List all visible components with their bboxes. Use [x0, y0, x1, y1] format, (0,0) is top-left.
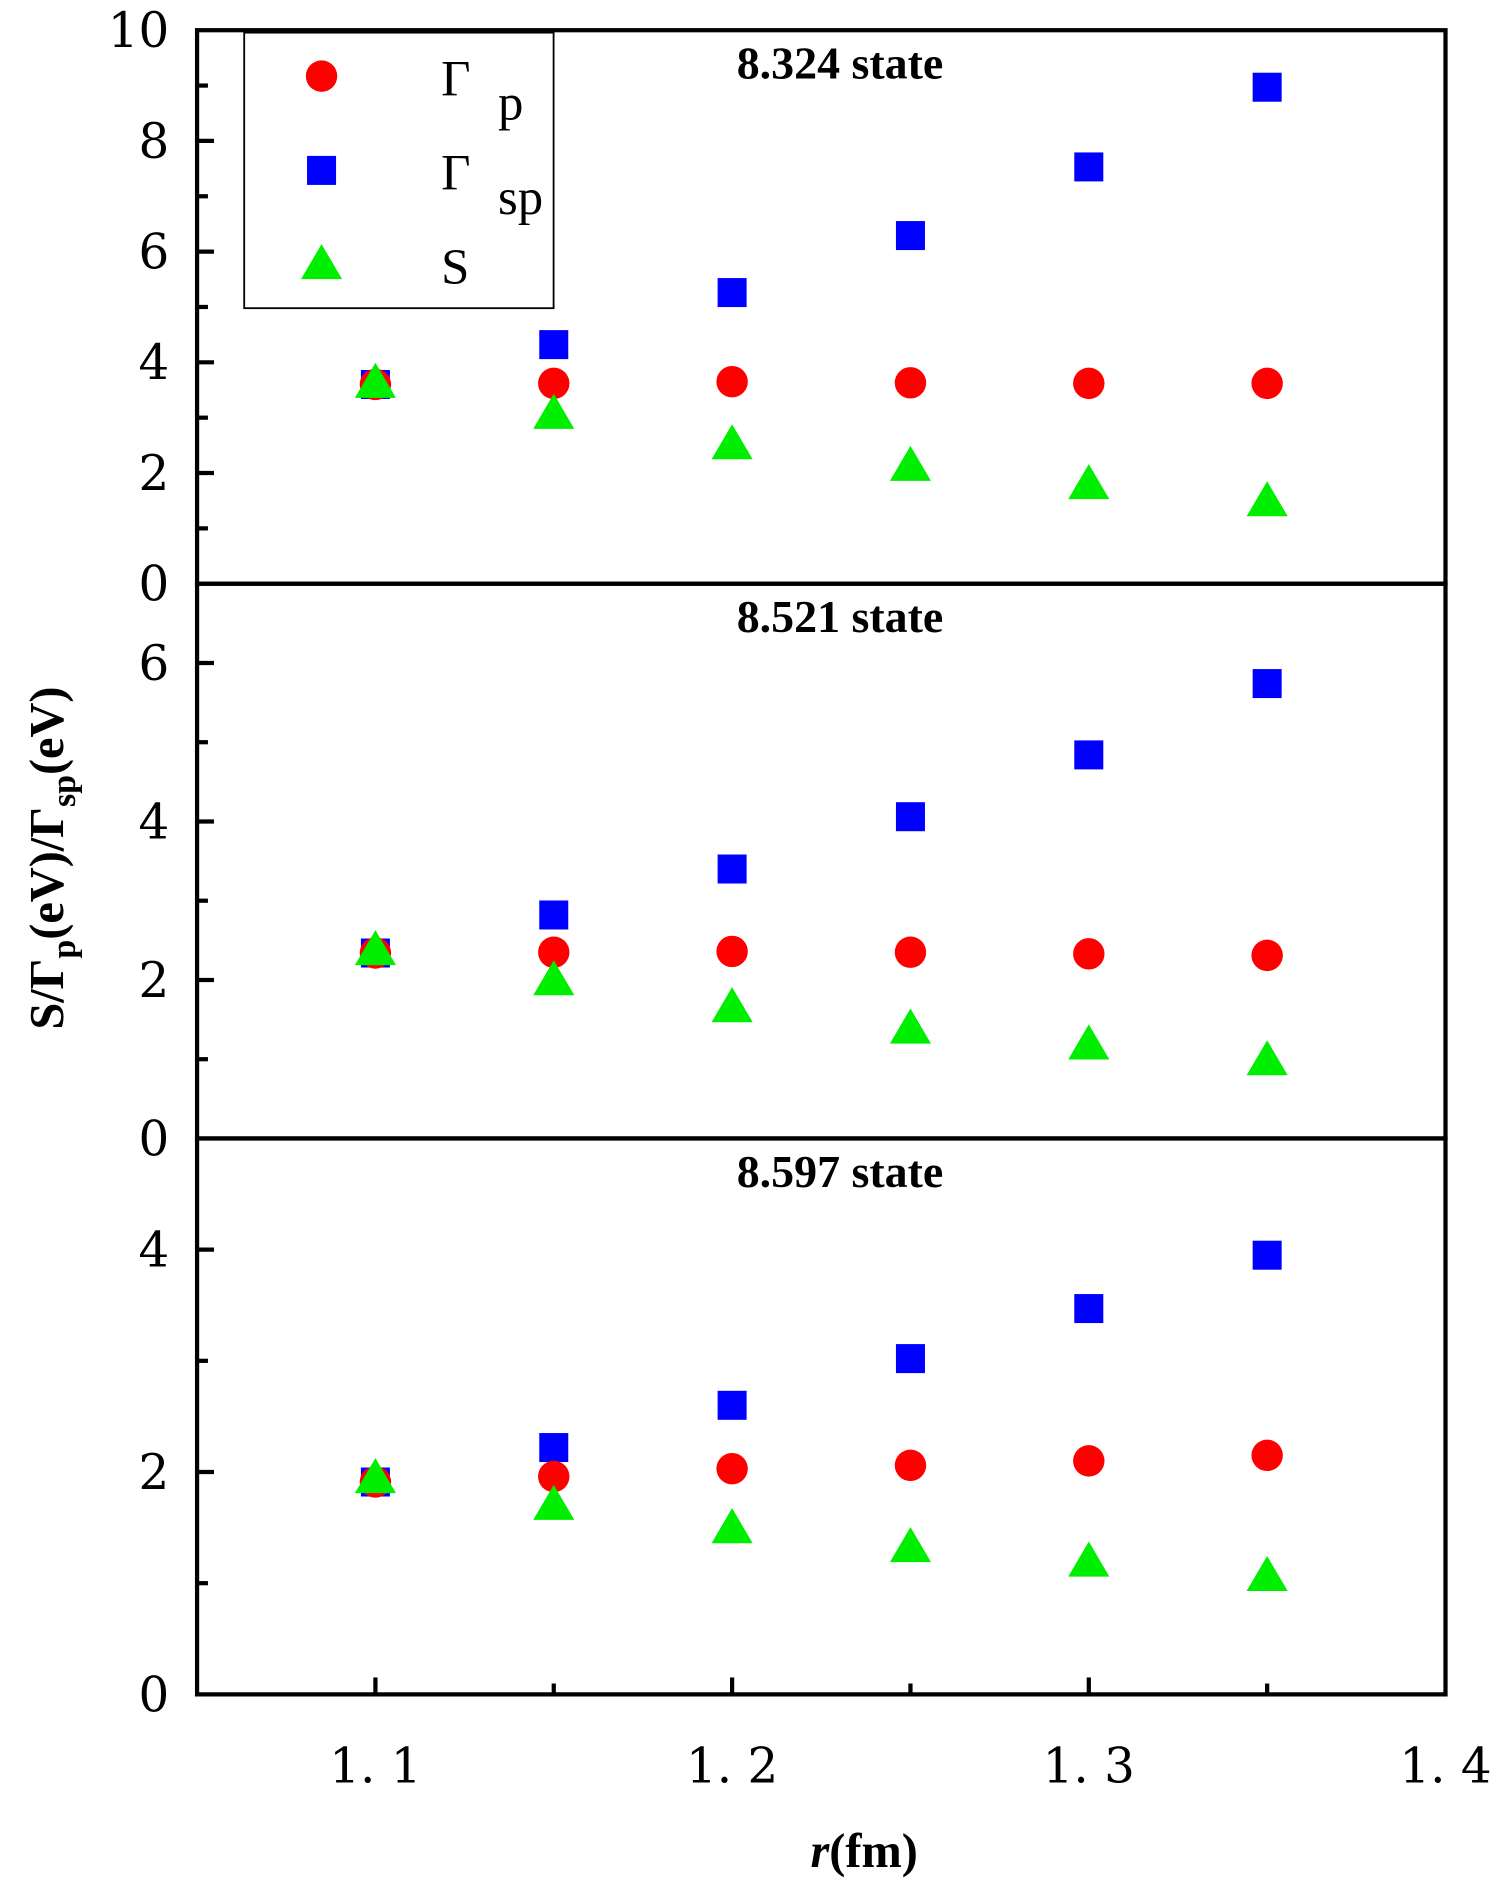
data-point-gsp — [717, 854, 747, 884]
data-point-gsp — [895, 1344, 925, 1374]
data-point-s — [1246, 481, 1288, 517]
panel-frame — [194, 581, 1448, 1141]
x-tick-label: 1. 4 — [1399, 1739, 1491, 1795]
data-point-s — [354, 930, 396, 966]
data-point-gp — [1073, 367, 1105, 400]
x-tick-label: 1. 3 — [1043, 1739, 1135, 1795]
data-point-s — [711, 1508, 753, 1544]
legend-sub-gp: p — [498, 75, 523, 131]
data-point-gsp — [1252, 72, 1282, 102]
data-point-gsp — [1252, 1240, 1282, 1270]
y-axis-label: S/Γp(eV)/Γsp(eV) — [21, 686, 83, 1029]
data-point-gp — [538, 936, 570, 968]
data-point-gsp — [1074, 152, 1104, 182]
y-tick-label: 2 — [139, 1445, 170, 1501]
data-point-gsp — [1252, 669, 1282, 699]
data-point-gsp — [1074, 740, 1104, 770]
legend-label-gp: Γ — [441, 50, 470, 106]
data-point-gsp — [717, 278, 747, 308]
legend-marker-gp — [305, 60, 338, 92]
data-point-s — [711, 987, 753, 1023]
legend-sub-gsp: sp — [498, 169, 543, 225]
data-point-s — [889, 445, 932, 481]
data-point-gp — [894, 936, 927, 968]
data-point-s — [889, 1008, 932, 1044]
data-point-gsp — [717, 1390, 747, 1420]
data-point-s — [533, 960, 575, 996]
data-point-gp — [894, 1449, 927, 1482]
data-point-s — [354, 1458, 396, 1494]
data-point-s — [533, 393, 575, 429]
data-point-gp — [1073, 938, 1105, 970]
data-point-gp — [716, 1452, 748, 1485]
y-tick-label: 2 — [139, 953, 170, 1009]
data-point-gp — [538, 1460, 570, 1493]
panel-frame — [194, 1136, 1448, 1697]
data-point-s — [1068, 464, 1110, 500]
data-point-gp — [894, 367, 927, 399]
data-point-s — [354, 362, 396, 398]
data-point-s — [1246, 1040, 1288, 1076]
y-tick-label: 4 — [139, 1223, 170, 1279]
legend-marker-s — [301, 244, 343, 280]
data-point-gp — [538, 367, 570, 400]
data-point-gp — [716, 935, 748, 968]
panel-title: 8.597 state — [737, 1146, 944, 1197]
data-point-s — [889, 1527, 932, 1563]
data-point-s — [1068, 1024, 1110, 1060]
data-point-gsp — [539, 330, 569, 360]
data-point-s — [1246, 1555, 1288, 1592]
data-point-gsp — [1074, 1294, 1104, 1324]
data-point-gp — [1073, 1445, 1105, 1477]
y-tick-label: 4 — [139, 335, 170, 391]
legend-box — [243, 31, 555, 310]
y-tick-label: 2 — [139, 446, 170, 502]
data-point-gsp — [895, 221, 925, 251]
legend-marker-gsp — [307, 155, 337, 185]
x-tick-label: 1. 2 — [686, 1739, 778, 1795]
data-point-gp — [716, 365, 748, 398]
panel-title: 8.521 state — [737, 591, 944, 642]
x-axis-label: r(fm) — [811, 1825, 918, 1878]
data-point-gp — [1251, 1439, 1283, 1472]
data-point-gsp — [539, 900, 569, 930]
data-point-gp — [1251, 367, 1283, 400]
y-tick-label: 6 — [139, 225, 170, 281]
legend-label-gsp: Γ — [441, 145, 470, 201]
y-tick-label: 4 — [139, 794, 170, 850]
data-point-gsp — [539, 1433, 569, 1463]
data-point-gsp — [895, 802, 925, 832]
legend-label-s: S — [441, 239, 469, 295]
x-tick-label: 1. 1 — [329, 1739, 421, 1795]
y-tick-label: 0 — [139, 557, 170, 613]
y-tick-label: 6 — [139, 636, 170, 692]
data-point-s — [711, 424, 753, 460]
data-point-gp — [1251, 939, 1283, 972]
y-tick-label: 10 — [108, 3, 170, 59]
y-tick-label: 8 — [139, 114, 170, 170]
panel-title: 8.324 state — [737, 38, 944, 89]
data-point-s — [533, 1484, 575, 1520]
y-tick-label: 0 — [139, 1667, 170, 1723]
y-tick-label: 0 — [139, 1111, 170, 1167]
data-point-s — [1068, 1541, 1110, 1577]
